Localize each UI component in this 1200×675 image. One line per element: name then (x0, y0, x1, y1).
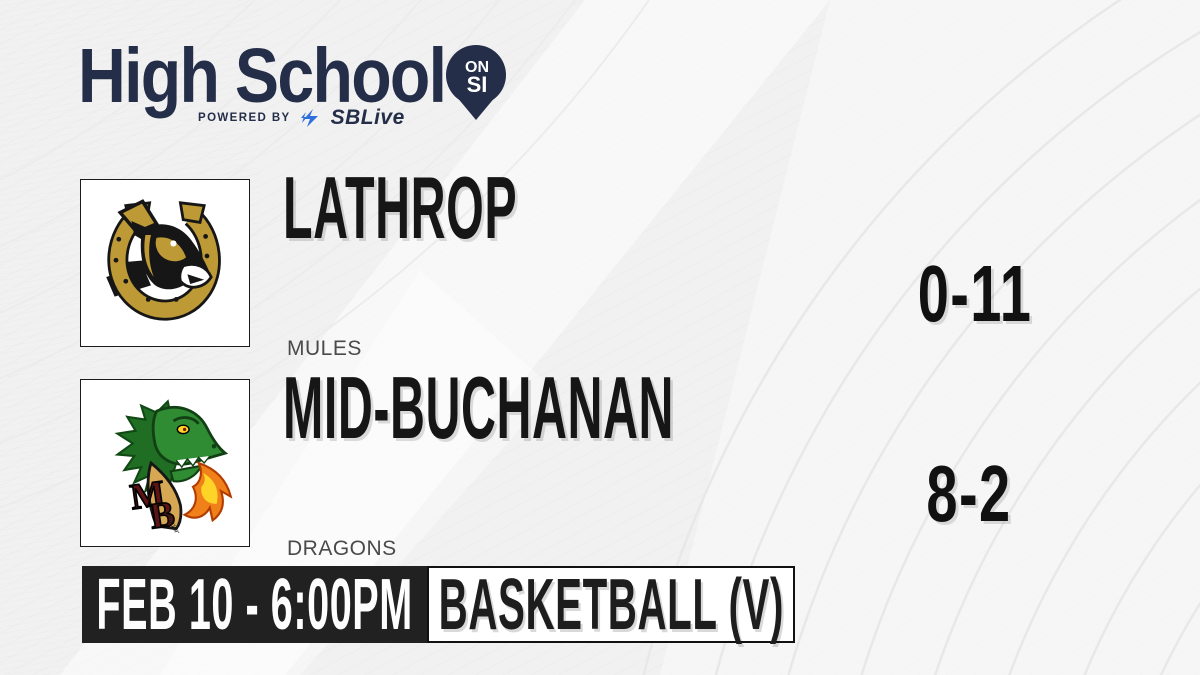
sblive-bolt-icon (300, 109, 318, 127)
pin-text-on: ON (465, 59, 489, 76)
team-name: LATHROP (283, 158, 518, 257)
team-logo-box: M B Dragons (80, 379, 250, 547)
brand-wordmark: High School (78, 38, 505, 115)
powered-by-row: POWERED BY SBLive (198, 106, 405, 130)
sblive-wordmark: SBLive (330, 106, 405, 129)
lathrop-mules-logo (106, 199, 221, 321)
event-sport-box: BASKETBALL (V) (427, 566, 795, 643)
brand-wordmark-text: High School (78, 33, 447, 119)
powered-by-label: POWERED BY (198, 112, 291, 124)
dragon-monogram-m: M (128, 473, 168, 517)
mid-buchanan-dragons-logo: M B Dragons (114, 399, 233, 533)
event-datetime: FEB 10 - 6:00PM (96, 564, 413, 645)
team-mascot: DRAGONS (287, 537, 397, 560)
on-si-pin-icon: ON SI (446, 45, 506, 120)
event-sport: BASKETBALL (V) (438, 564, 784, 645)
team-name: MID-BUCHANAN (283, 358, 675, 457)
team-mascot: MULES (287, 337, 362, 360)
event-datetime-box: FEB 10 - 6:00PM (82, 566, 427, 643)
team-record: 0-11 (917, 249, 1033, 338)
team-record: 8-2 (926, 449, 1012, 538)
team-logo-box (80, 179, 250, 347)
pin-text-si: SI (467, 72, 488, 97)
